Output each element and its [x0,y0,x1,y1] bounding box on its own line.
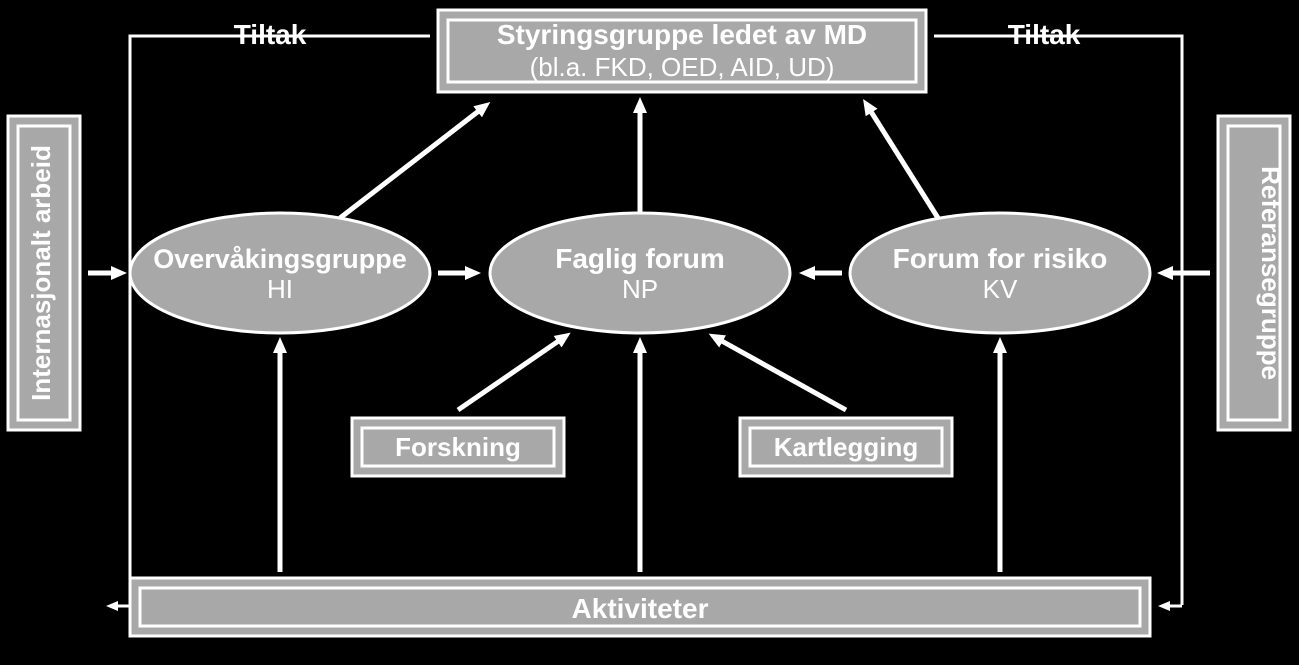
node-forskning: Forskning [352,418,564,476]
aktiviteter-label: Aktiviteter [572,593,709,624]
ff-title: Faglig forum [555,243,725,274]
styringsgruppe-subtitle: (bl.a. FKD, OED, AID, UD) [530,52,835,82]
styringsgruppe-title: Styringsgruppe ledet av MD [497,19,867,50]
fr-title: Forum for risiko [893,243,1108,274]
org-diagram: Styringsgruppe ledet av MD (bl.a. FKD, O… [0,0,1299,665]
ov-sub: HI [267,274,293,304]
node-kartlegging: Kartlegging [740,418,952,476]
node-styringsgruppe: Styringsgruppe ledet av MD (bl.a. FKD, O… [438,10,926,92]
node-overvakingsgruppe: Overvåkingsgruppe HI [130,213,430,333]
referansegruppe-label: Referansegruppe [1256,166,1286,380]
node-faglig-forum: Faglig forum NP [490,213,790,333]
ff-sub: NP [622,274,658,304]
forskning-label: Forskning [395,432,521,462]
ov-title: Overvåkingsgruppe [153,244,407,274]
node-aktiviteter: Aktiviteter [130,578,1150,636]
node-referansegruppe: Referansegruppe [1218,116,1290,430]
internasjonalt-label: Internasjonalt arbeid [26,145,56,401]
fr-sub: KV [983,274,1018,304]
node-forum-for-risiko: Forum for risiko KV [850,213,1150,333]
kartlegging-label: Kartlegging [774,432,918,462]
node-internasjonalt-arbeid: Internasjonalt arbeid [8,116,80,430]
